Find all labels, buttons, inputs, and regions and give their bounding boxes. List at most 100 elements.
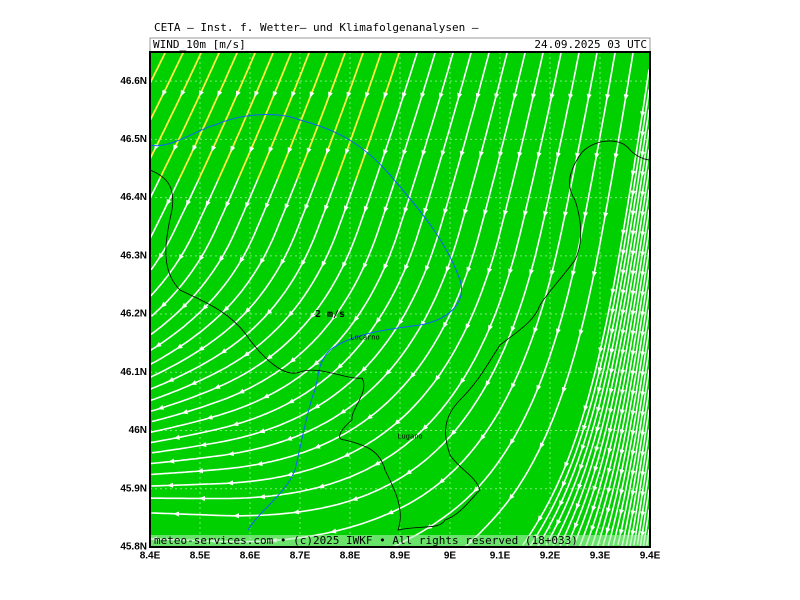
flow-arrow <box>280 258 286 266</box>
flow-arrow <box>583 211 589 219</box>
flow-arrow <box>630 170 636 177</box>
streamline <box>149 52 508 465</box>
streamline <box>636 469 650 545</box>
flow-arrow <box>571 270 576 277</box>
flow-arrow <box>630 390 636 397</box>
flow-arrow <box>205 200 211 207</box>
flow-arrow <box>640 371 646 378</box>
y-tick-label: 46.6N <box>120 76 147 87</box>
streamline-strong <box>178 52 238 180</box>
flow-arrow <box>387 509 394 515</box>
streamline <box>585 249 650 547</box>
flow-arrow <box>266 309 273 316</box>
flow-arrow <box>640 151 646 158</box>
flow-arrow <box>256 461 263 466</box>
flow-arrow <box>640 291 646 298</box>
flow-arrow <box>287 147 293 154</box>
streamline <box>393 52 616 547</box>
flow-arrow <box>440 150 446 157</box>
flow-arrow <box>620 269 626 276</box>
flow-arrow <box>258 428 266 434</box>
flow-arrow <box>198 345 205 352</box>
flow-arrow <box>498 151 504 158</box>
flow-arrow <box>286 471 293 477</box>
flow-arrow <box>488 324 493 332</box>
flow-arrow <box>630 190 636 197</box>
flow-arrow <box>331 314 338 321</box>
flow-arrow <box>442 321 448 329</box>
flow-arrow <box>244 307 251 314</box>
flow-arrow <box>508 493 515 501</box>
flow-arrow <box>533 327 539 334</box>
streamline <box>529 89 650 547</box>
flow-arrow <box>155 341 162 348</box>
flow-arrow <box>609 368 615 375</box>
flow-arrow <box>309 91 315 98</box>
y-tick-label: 46.1N <box>120 367 147 378</box>
x-tick-label: 8.4E <box>140 551 161 562</box>
flow-arrow <box>223 305 230 312</box>
flow-arrow <box>423 207 429 215</box>
flow-arrow <box>561 481 567 488</box>
flow-arrow <box>438 478 445 484</box>
flow-arrow <box>640 391 646 398</box>
flow-arrow <box>344 205 349 212</box>
title: CETA — Inst. f. Wetter— und Klimafolgena… <box>154 21 479 34</box>
flow-arrow <box>485 380 491 387</box>
flow-arrow <box>343 452 350 457</box>
flow-arrow <box>605 527 611 534</box>
x-tick-label: 9.3E <box>590 551 611 562</box>
flow-arrow <box>192 144 198 152</box>
flow-arrow <box>510 326 516 333</box>
flow-arrow <box>606 487 612 495</box>
flow-arrow <box>509 438 515 445</box>
flow-arrow <box>230 145 236 153</box>
flow-arrow <box>321 260 327 268</box>
flow-arrow <box>232 513 239 519</box>
flow-arrow <box>630 310 636 317</box>
footer: meteo-services.com • (c)2025 IWKF • All … <box>154 534 578 547</box>
flow-arrow <box>564 461 570 469</box>
flow-arrow <box>640 231 646 238</box>
flow-arrow <box>181 409 189 415</box>
flow-arrow <box>596 406 602 414</box>
flow-arrow <box>619 489 625 496</box>
y-tick-label: 45.9N <box>120 483 147 494</box>
x-tick-label: 8.9E <box>390 551 411 562</box>
flow-arrow <box>595 426 601 433</box>
flow-arrow <box>605 93 611 101</box>
x-tick-label: 9E <box>444 551 457 562</box>
flow-arrow <box>577 483 583 491</box>
flow-arrow <box>523 210 528 217</box>
flow-arrow <box>383 149 388 156</box>
y-tick-label: 46.5N <box>120 134 147 145</box>
field-name: WIND_10m [m/s] <box>153 38 246 51</box>
flow-arrow <box>487 267 493 275</box>
streamline-strong <box>336 52 382 179</box>
flow-arrow <box>623 94 629 101</box>
flow-arrow <box>580 444 586 451</box>
flow-arrow <box>630 370 636 377</box>
flow-arrow <box>606 507 611 514</box>
x-tick-label: 8.7E <box>290 551 311 562</box>
flow-arrow <box>640 111 646 118</box>
flow-arrow <box>344 148 350 155</box>
y-tick-label: 46N <box>129 425 147 436</box>
streamline <box>151 52 490 454</box>
flow-arrow <box>459 150 465 158</box>
flow-arrow <box>168 458 175 464</box>
flow-arrow <box>460 377 466 385</box>
streamline <box>625 409 650 547</box>
streamline-strong <box>217 52 274 181</box>
flow-arrow <box>640 491 646 498</box>
flow-arrow <box>531 93 537 100</box>
flow-arrow <box>292 509 300 515</box>
flow-arrow <box>445 266 451 273</box>
flow-arrow <box>259 257 265 265</box>
flow-arrow <box>555 152 561 159</box>
flow-arrow <box>167 482 174 488</box>
flow-arrow <box>494 93 500 100</box>
flow-arrow <box>287 398 295 404</box>
flow-arrow <box>590 525 596 532</box>
flow-arrow <box>549 93 555 100</box>
